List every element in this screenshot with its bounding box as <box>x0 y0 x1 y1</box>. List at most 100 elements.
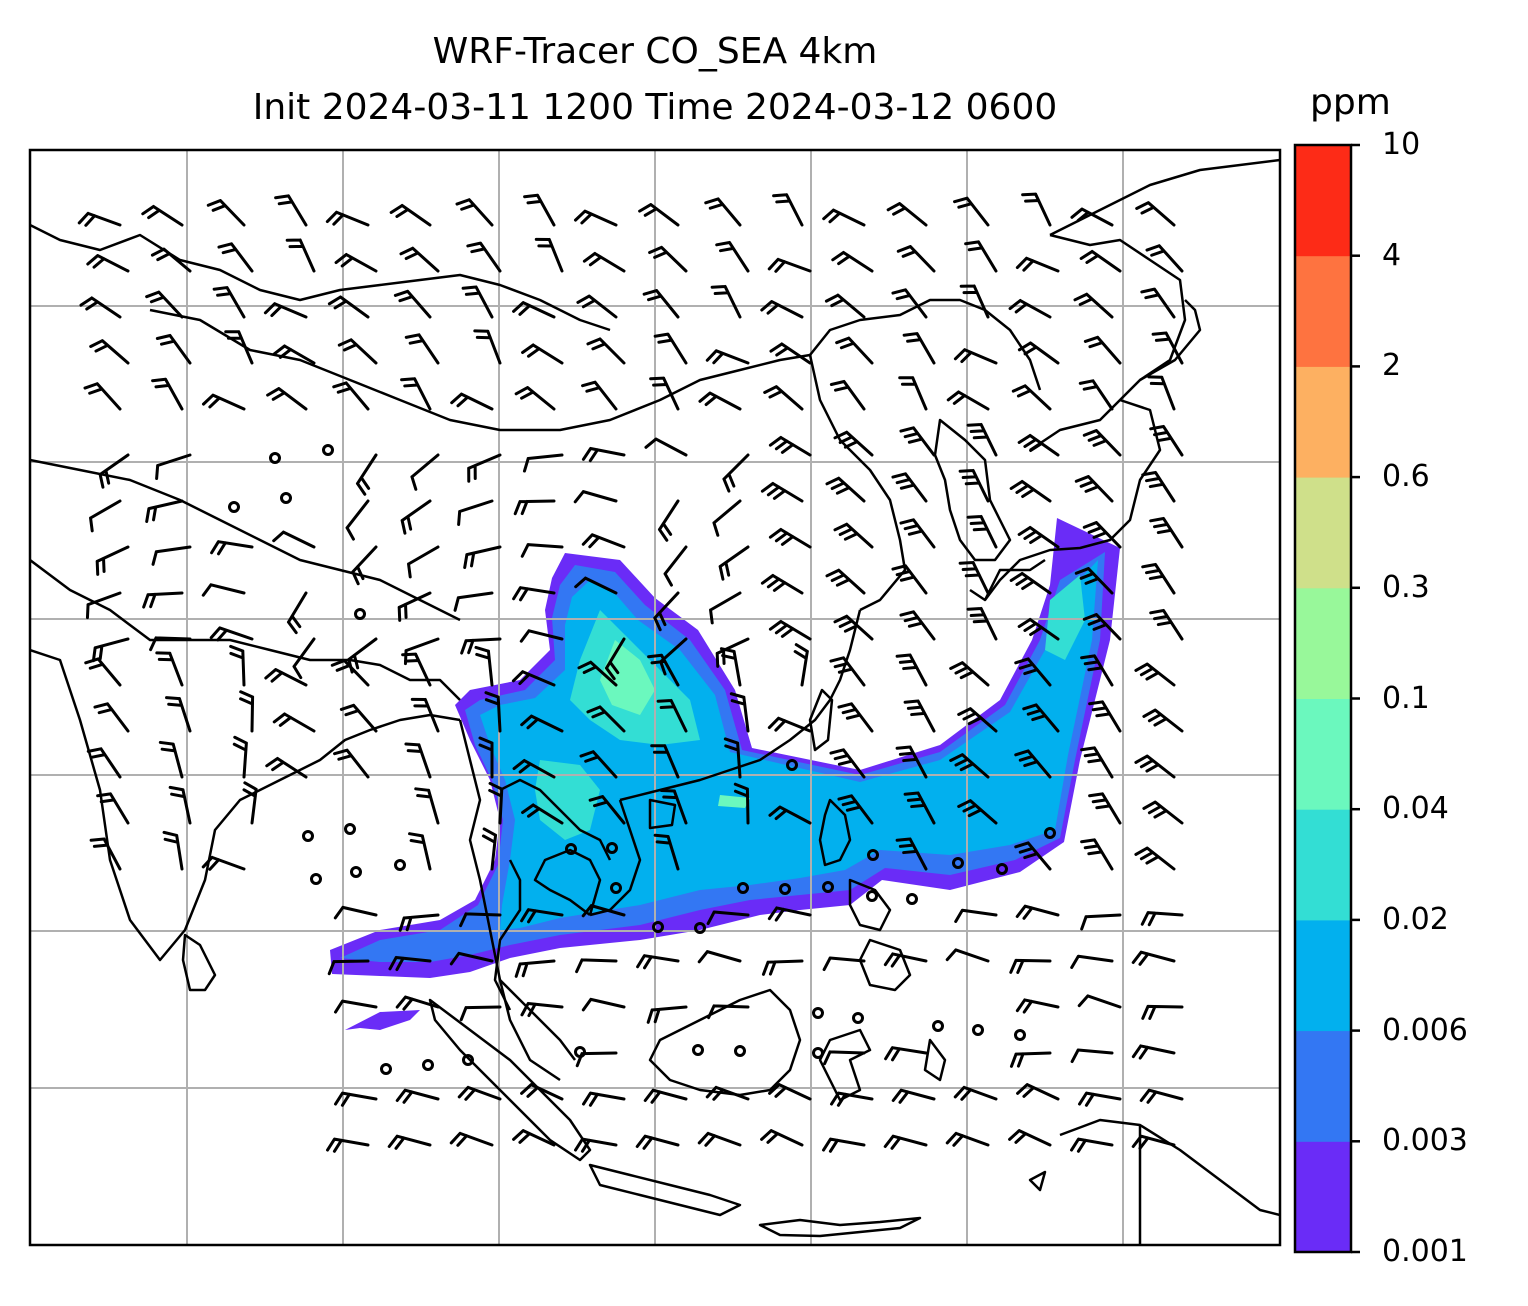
coastline-sulawesi <box>818 1028 872 1102</box>
wind-barb <box>457 499 494 526</box>
wind-barb <box>404 742 432 779</box>
wind-barb <box>831 250 874 273</box>
wind-barb <box>574 576 618 595</box>
wind-barb <box>520 1001 564 1018</box>
wind-barb <box>829 656 866 687</box>
wind-barb <box>576 294 618 319</box>
colorbar-segment <box>1295 809 1351 921</box>
colorbar-tick-label: 0.6 <box>1382 459 1430 495</box>
wind-barb <box>958 468 990 503</box>
calm-wind-circle <box>972 1024 984 1036</box>
wind-barb <box>1147 375 1176 411</box>
calm-wind-circle <box>610 882 622 894</box>
wind-barb <box>581 904 626 918</box>
wind-barb <box>168 785 192 825</box>
calm-wind-circle <box>734 1045 746 1057</box>
wind-barb <box>165 696 192 733</box>
wind-barb <box>883 1134 928 1150</box>
wind-barb <box>478 736 494 779</box>
coastline-bay-of-bengal-east <box>458 719 561 1082</box>
wind-barb <box>1009 1051 1052 1068</box>
wind-barb <box>958 560 990 595</box>
wind-barb <box>638 203 680 227</box>
wind-barb <box>822 956 866 972</box>
calm-wind-circle <box>812 1047 824 1059</box>
wind-barb <box>1073 292 1114 319</box>
wind-barb <box>891 472 928 503</box>
wind-barb <box>698 391 742 411</box>
wind-barb <box>1079 249 1122 273</box>
wind-barb <box>327 959 370 976</box>
colorbar-segment <box>1295 366 1351 478</box>
wind-barb <box>150 247 192 273</box>
wind-barb <box>522 453 564 473</box>
colorbar-tick-label: 0.1 <box>1382 680 1430 716</box>
wind-barb <box>1021 192 1052 227</box>
wind-barb <box>455 198 494 227</box>
wind-barb <box>337 338 378 365</box>
coastline-sri-lanka <box>181 933 217 992</box>
wind-barb <box>333 748 370 779</box>
wind-barb <box>1008 299 1052 319</box>
wind-barb <box>822 208 866 227</box>
coastline-sumatra <box>428 998 592 1162</box>
wind-barb <box>534 237 564 273</box>
wind-barb <box>395 1088 440 1104</box>
coastline-india <box>30 648 461 962</box>
wind-barb <box>325 210 370 227</box>
wind-barb <box>588 795 626 825</box>
wind-barb <box>883 952 928 968</box>
wind-barb <box>581 533 626 549</box>
wind-barb <box>1015 904 1060 920</box>
wind-barb <box>768 435 812 457</box>
wind-barb <box>93 702 130 733</box>
calm-wind-circle <box>852 1012 864 1024</box>
wind-barb <box>659 788 688 825</box>
coastline-hainan <box>648 798 677 830</box>
wind-barb <box>520 908 564 924</box>
wind-barb <box>265 756 308 779</box>
wind-barb <box>768 805 812 825</box>
wind-barb <box>733 782 750 825</box>
wind-barb <box>886 202 928 227</box>
border-china-korea <box>809 298 1042 391</box>
wind-barb <box>523 193 556 227</box>
wind-barb <box>604 637 626 681</box>
wind-barb <box>201 855 246 871</box>
wind-barb <box>217 242 254 273</box>
coastlines-and-borders <box>30 158 1280 1245</box>
wind-barb <box>1131 1044 1176 1060</box>
wind-barb <box>326 1137 370 1153</box>
wind-barb <box>209 626 254 642</box>
wind-barb <box>650 744 680 779</box>
wind-barb <box>768 619 812 641</box>
wind-barb <box>949 753 990 779</box>
wind-barb <box>397 591 432 622</box>
wind-barb <box>1080 913 1122 931</box>
wind-barb <box>891 288 928 319</box>
wind-barb <box>512 301 556 319</box>
wind-barb <box>1070 1137 1114 1153</box>
calm-wind-circle <box>344 823 356 835</box>
calm-wind-circle <box>350 866 362 878</box>
coastline-maluku <box>923 1038 947 1082</box>
border-laos-cambodia <box>499 778 612 861</box>
wind-barb <box>142 591 184 609</box>
wind-barb <box>712 499 742 537</box>
wind-barb <box>697 1131 742 1147</box>
calm-wind-circle <box>1014 1029 1026 1041</box>
wind-barb <box>1139 1088 1184 1104</box>
calm-wind-circle <box>932 1020 944 1032</box>
calm-wind-circle <box>422 1059 434 1071</box>
wind-barb <box>723 737 742 779</box>
wind-barb <box>151 545 192 566</box>
wind-barb <box>339 703 378 733</box>
wind-barb <box>1131 1134 1176 1150</box>
colorbar-segment <box>1295 698 1351 810</box>
calm-wind-circle <box>310 873 322 885</box>
wind-barb <box>449 951 494 966</box>
wind-barb <box>410 453 440 491</box>
wind-barb <box>1014 749 1052 779</box>
wind-barb <box>86 254 130 273</box>
